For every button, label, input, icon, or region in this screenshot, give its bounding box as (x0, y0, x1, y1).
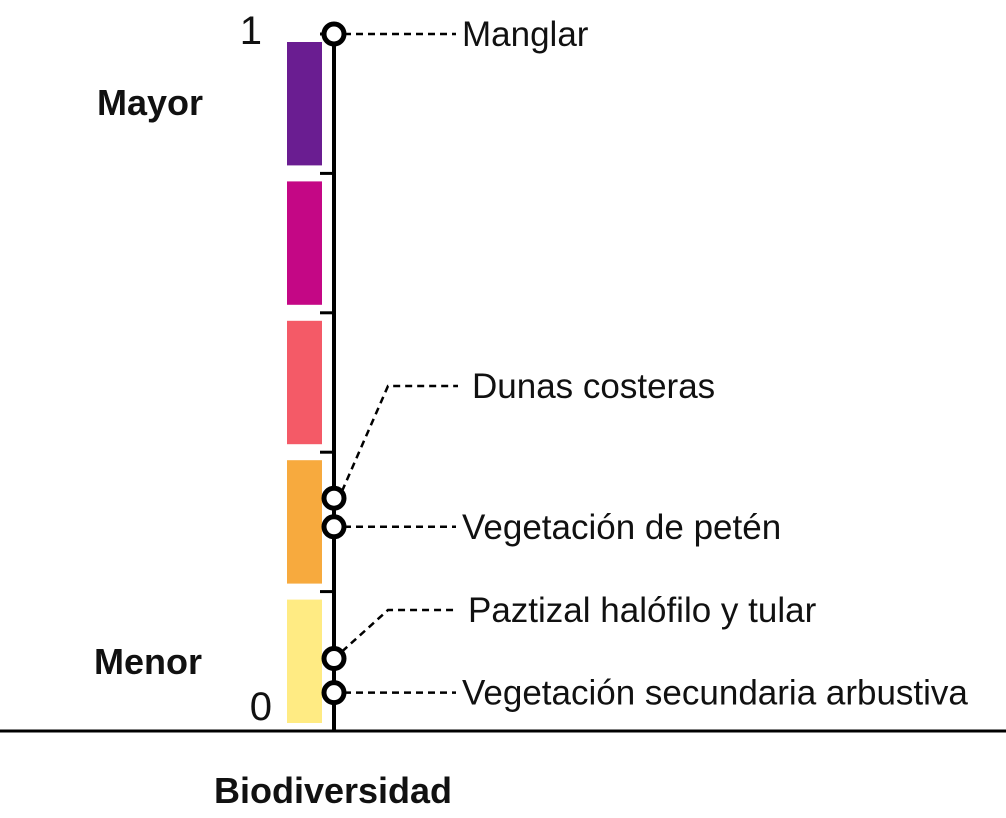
value-marker-3 (321, 646, 347, 672)
vegetation-label-3: Paztizal halófilo y tular (468, 591, 817, 630)
vegetation-label-0: Manglar (462, 15, 589, 54)
vegetation-label-4: Vegetación secundaria arbustiva (462, 674, 968, 713)
color-band-2 (287, 320, 322, 445)
value-markers (321, 21, 347, 706)
scale-high-label: Mayor (97, 82, 203, 123)
leader-lines (340, 32, 458, 694)
scale-max-label: 1 (240, 9, 262, 53)
color-band-0 (287, 599, 322, 723)
color-band-4 (287, 42, 322, 166)
value-marker-4 (321, 680, 347, 706)
axis-title: Biodiversidad (214, 770, 452, 811)
color-band-3 (287, 181, 322, 305)
color-band-1 (287, 460, 322, 584)
vegetation-label-1: Dunas costeras (472, 367, 715, 406)
leader-line-3 (341, 608, 454, 653)
leader-line-1 (340, 384, 458, 492)
color-bands (287, 42, 322, 723)
value-marker-1 (321, 485, 347, 511)
value-marker-0 (321, 21, 347, 47)
scale-min-label: 0 (250, 685, 272, 729)
value-marker-2 (321, 514, 347, 540)
vegetation-label-2: Vegetación de petén (462, 508, 781, 547)
scale-low-label: Menor (94, 641, 202, 682)
vegetation-labels: Manglar Dunas costeras Vegetación de petén… (462, 15, 968, 713)
